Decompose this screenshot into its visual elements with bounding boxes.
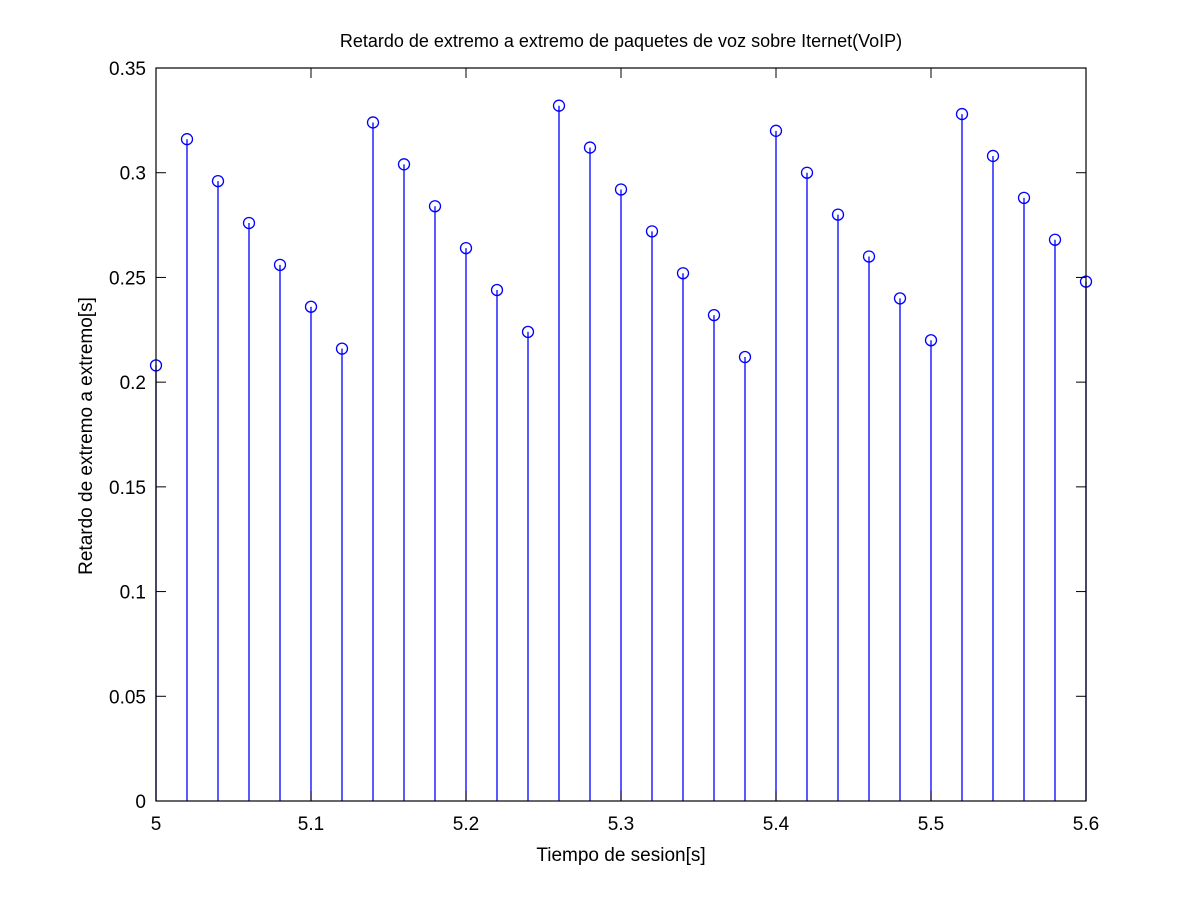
stem-marker	[924, 334, 938, 347]
x-tick-label: 5.1	[298, 814, 324, 835]
stem-marker	[831, 208, 845, 221]
stem-marker	[614, 183, 628, 196]
y-tick-label: 0.1	[120, 583, 146, 604]
stem-marker	[645, 225, 659, 238]
y-axis-label: Retardo de extremo a extremo[s]	[76, 297, 97, 575]
stem-marker	[428, 200, 442, 213]
stem-marker	[459, 241, 473, 255]
y-tick-label: 0.15	[109, 478, 146, 499]
stem-marker	[180, 133, 194, 146]
stem-marker	[304, 300, 318, 313]
y-tick-label: 0.2	[120, 373, 146, 394]
axes-layer: 5 5.1 5.2 5.3 5.4 5.5 5.6 0 0.05 0.1 0.15 0.2 0.25 0.…	[109, 59, 1099, 835]
stem-marker	[552, 99, 566, 112]
y-tick-label: 0.05	[109, 687, 146, 708]
x-tick-label: 5.5	[918, 814, 944, 835]
stem-marker	[893, 292, 907, 305]
stem-marker	[366, 116, 380, 129]
stem-marker	[738, 350, 752, 364]
stem-marker	[769, 124, 783, 137]
y-tick-label: 0.3	[120, 164, 146, 185]
chart-title: Retardo de extremo a extremo de paquetes…	[340, 31, 902, 51]
stem-marker	[676, 267, 690, 280]
stem-marker	[397, 158, 411, 171]
stem-marker	[335, 342, 349, 355]
stem-marker	[242, 216, 256, 230]
stem-marker	[986, 149, 1000, 163]
stem-marker	[955, 107, 969, 121]
y-tick-label: 0.35	[109, 59, 146, 80]
stem-marker	[1017, 191, 1031, 204]
x-axis-label: Tiempo de sesion[s]	[536, 845, 705, 866]
stem-marker	[211, 174, 225, 188]
stem-marker	[1048, 233, 1062, 246]
x-tick-label: 5.3	[608, 814, 634, 835]
x-tick-label: 5	[151, 814, 162, 835]
stem-marker	[521, 325, 535, 339]
stem-marker	[583, 141, 597, 154]
x-tick-label: 5.2	[453, 814, 479, 835]
stem-marker	[273, 258, 287, 272]
y-tick-label: 0.25	[109, 268, 146, 289]
y-tick-label: 0	[135, 792, 146, 813]
stem-marker	[490, 283, 504, 297]
x-tick-label: 5.4	[763, 814, 790, 835]
stem-marker	[862, 250, 876, 263]
stem-marker	[707, 308, 721, 322]
x-tick-label: 5.6	[1073, 814, 1099, 835]
stem-marker	[800, 166, 814, 179]
